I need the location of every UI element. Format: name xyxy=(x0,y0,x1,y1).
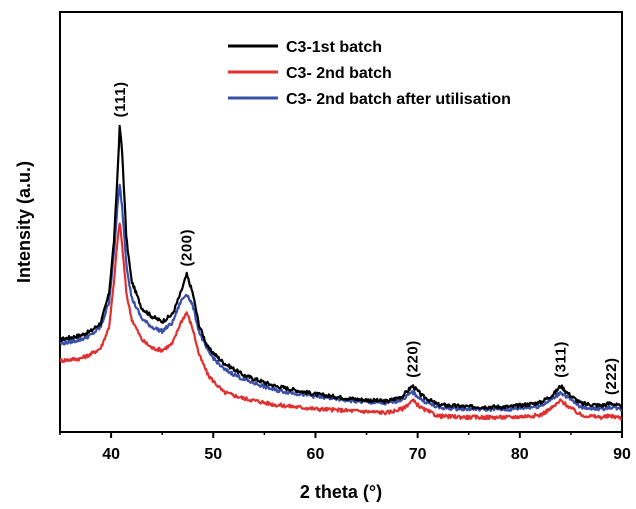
legend-label: C3-1st batch xyxy=(286,39,382,56)
series-line xyxy=(60,222,622,421)
x-axis-ticks: 40 50 60 70 80 90 xyxy=(59,432,631,463)
x-tick-label: 70 xyxy=(409,446,427,463)
legend-label: C3- 2nd batch after utilisation xyxy=(286,91,511,108)
series-line xyxy=(60,124,622,410)
y-axis-title: Intensity (a.u.) xyxy=(14,161,34,283)
peak-label: (200) xyxy=(179,229,196,267)
x-tick-label: 40 xyxy=(102,446,120,463)
x-tick-label: 60 xyxy=(307,446,325,463)
peak-label: (220) xyxy=(405,340,422,378)
legend: C3-1st batch C3- 2nd batch C3- 2nd batch a… xyxy=(228,39,511,108)
plot-frame xyxy=(59,11,623,433)
legend-label: C3- 2nd batch xyxy=(286,65,392,82)
x-tick-label: 50 xyxy=(204,446,222,463)
x-tick-label: 90 xyxy=(613,446,631,463)
peak-annotations: (111) (200) (220) (311) (222) xyxy=(112,82,620,395)
series-line xyxy=(60,183,622,413)
x-axis-title: 2 theta (°) xyxy=(300,482,382,502)
series-group xyxy=(60,124,622,421)
peak-label: (311) xyxy=(553,341,570,378)
x-tick-label: 80 xyxy=(511,446,529,463)
peak-label: (222) xyxy=(603,357,620,395)
peak-label: (111) xyxy=(112,82,129,118)
